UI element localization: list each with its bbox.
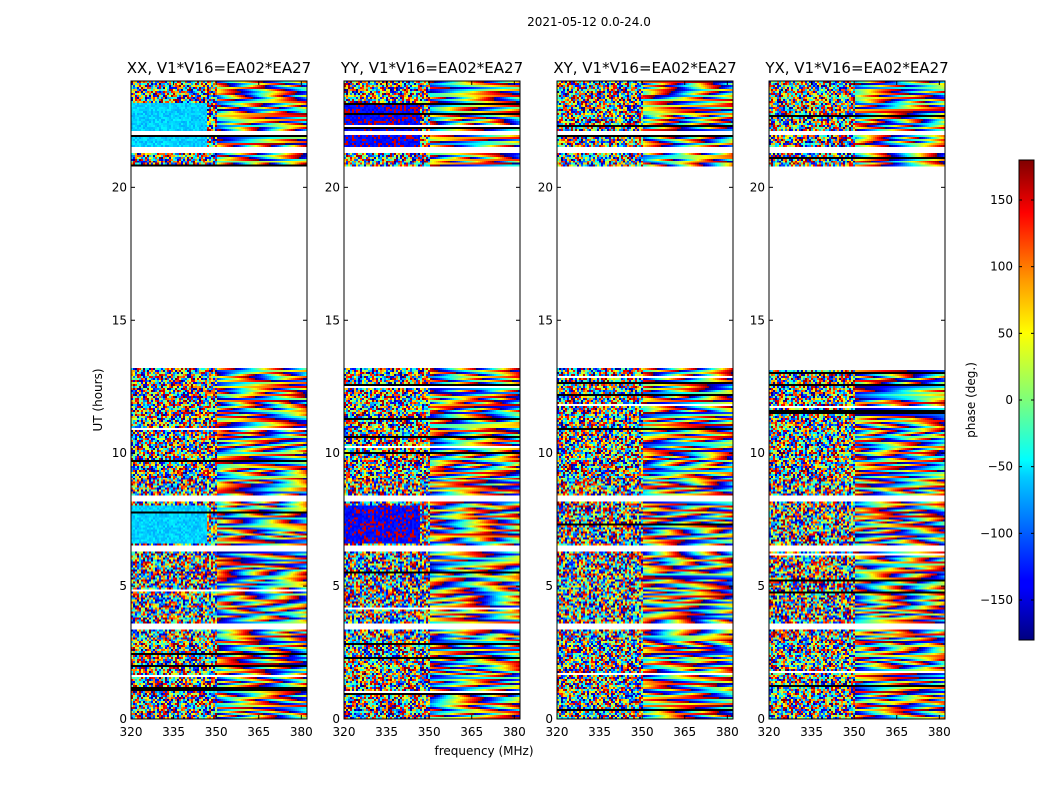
x-tick-label: 350 xyxy=(418,725,441,739)
panel-title: XY, V1*V16=EA02*EA27 xyxy=(553,59,736,77)
panels: XX, V1*V16=EA02*EA27 320 335 350 365 380 0 5 10 1… xyxy=(112,59,951,739)
panel-frame xyxy=(556,80,734,720)
figure-suptitle: 2021-05-12 0.0-24.0 xyxy=(527,15,651,29)
y-tick-label: 0 xyxy=(757,712,765,726)
x-tick-label: 350 xyxy=(631,725,654,739)
panel-xx: XX, V1*V16=EA02*EA27 320 335 350 365 380 0 5 10 1… xyxy=(112,59,313,739)
colorbar-ticks: 150 100 50 0 −50 −100 −150 xyxy=(980,193,1034,607)
y-tick-label: 10 xyxy=(538,446,553,460)
x-tick-label: 380 xyxy=(928,725,951,739)
x-tick-label: 320 xyxy=(546,725,569,739)
y-tick-label: 5 xyxy=(119,579,127,593)
x-tick-label: 380 xyxy=(503,725,526,739)
x-tick-label: 365 xyxy=(247,725,270,739)
y-tick-label: 20 xyxy=(750,180,765,194)
x-tick-label: 335 xyxy=(800,725,823,739)
x-tick-label: 350 xyxy=(205,725,228,739)
panel-frame xyxy=(768,80,946,720)
y-tick-label: 15 xyxy=(325,313,340,327)
y-tick-label: 0 xyxy=(119,712,127,726)
x-tick-label: 320 xyxy=(120,725,143,739)
y-tick-label: 0 xyxy=(332,712,340,726)
panel-xy: XY, V1*V16=EA02*EA27 320 335 350 365 380 0 5 10 1… xyxy=(538,59,739,739)
y-tick-label: 0 xyxy=(545,712,553,726)
y-axis-label: UT (hours) xyxy=(91,368,105,431)
y-tick-label: 5 xyxy=(757,579,765,593)
x-tick-label: 335 xyxy=(162,725,185,739)
colorbar-tick-label: −100 xyxy=(980,526,1013,540)
heatmap-image xyxy=(557,81,733,719)
panel-yx: YX, V1*V16=EA02*EA27 320 335 350 365 380 0 5 10 1… xyxy=(750,59,951,739)
x-axis-label: frequency (MHz) xyxy=(434,744,533,758)
colorbar: 150 100 50 0 −50 −100 −150 phase (deg.) xyxy=(964,159,1035,641)
colorbar-tick-label: 150 xyxy=(990,193,1013,207)
y-tick-label: 10 xyxy=(325,446,340,460)
heatmap-image xyxy=(769,81,945,719)
y-tick-label: 10 xyxy=(112,446,127,460)
panel-title: XX, V1*V16=EA02*EA27 xyxy=(127,59,311,77)
colorbar-tick-label: −50 xyxy=(988,460,1013,474)
y-tick-label: 5 xyxy=(332,579,340,593)
y-tick-label: 10 xyxy=(750,446,765,460)
x-tick-label: 365 xyxy=(885,725,908,739)
panel-title: YY, V1*V16=EA02*EA27 xyxy=(340,59,523,77)
y-tick-label: 15 xyxy=(538,313,553,327)
x-tick-label: 320 xyxy=(333,725,356,739)
panel-yy: YY, V1*V16=EA02*EA27 320 335 350 365 380 0 5 10 1… xyxy=(325,59,526,739)
x-tick-label: 335 xyxy=(375,725,398,739)
x-tick-label: 335 xyxy=(588,725,611,739)
y-tick-label: 5 xyxy=(545,579,553,593)
colorbar-tick-label: 100 xyxy=(990,260,1013,274)
y-tick-label: 15 xyxy=(750,313,765,327)
colorbar-tick-label: −150 xyxy=(980,593,1013,607)
y-tick-label: 15 xyxy=(112,313,127,327)
x-tick-label: 365 xyxy=(673,725,696,739)
heatmap-image xyxy=(131,81,307,719)
colorbar-tick-label: 0 xyxy=(1005,393,1013,407)
y-tick-label: 20 xyxy=(112,180,127,194)
x-tick-label: 350 xyxy=(843,725,866,739)
x-tick-label: 320 xyxy=(758,725,781,739)
x-tick-label: 380 xyxy=(716,725,739,739)
x-tick-label: 365 xyxy=(460,725,483,739)
y-tick-label: 20 xyxy=(538,180,553,194)
panel-title: YX, V1*V16=EA02*EA27 xyxy=(764,59,948,77)
heatmap-image xyxy=(344,81,520,719)
panel-frame xyxy=(130,80,308,720)
colorbar-label: phase (deg.) xyxy=(964,362,978,438)
x-tick-label: 380 xyxy=(290,725,313,739)
y-tick-label: 20 xyxy=(325,180,340,194)
panel-frame xyxy=(343,80,521,720)
colorbar-tick-label: 50 xyxy=(998,326,1013,340)
